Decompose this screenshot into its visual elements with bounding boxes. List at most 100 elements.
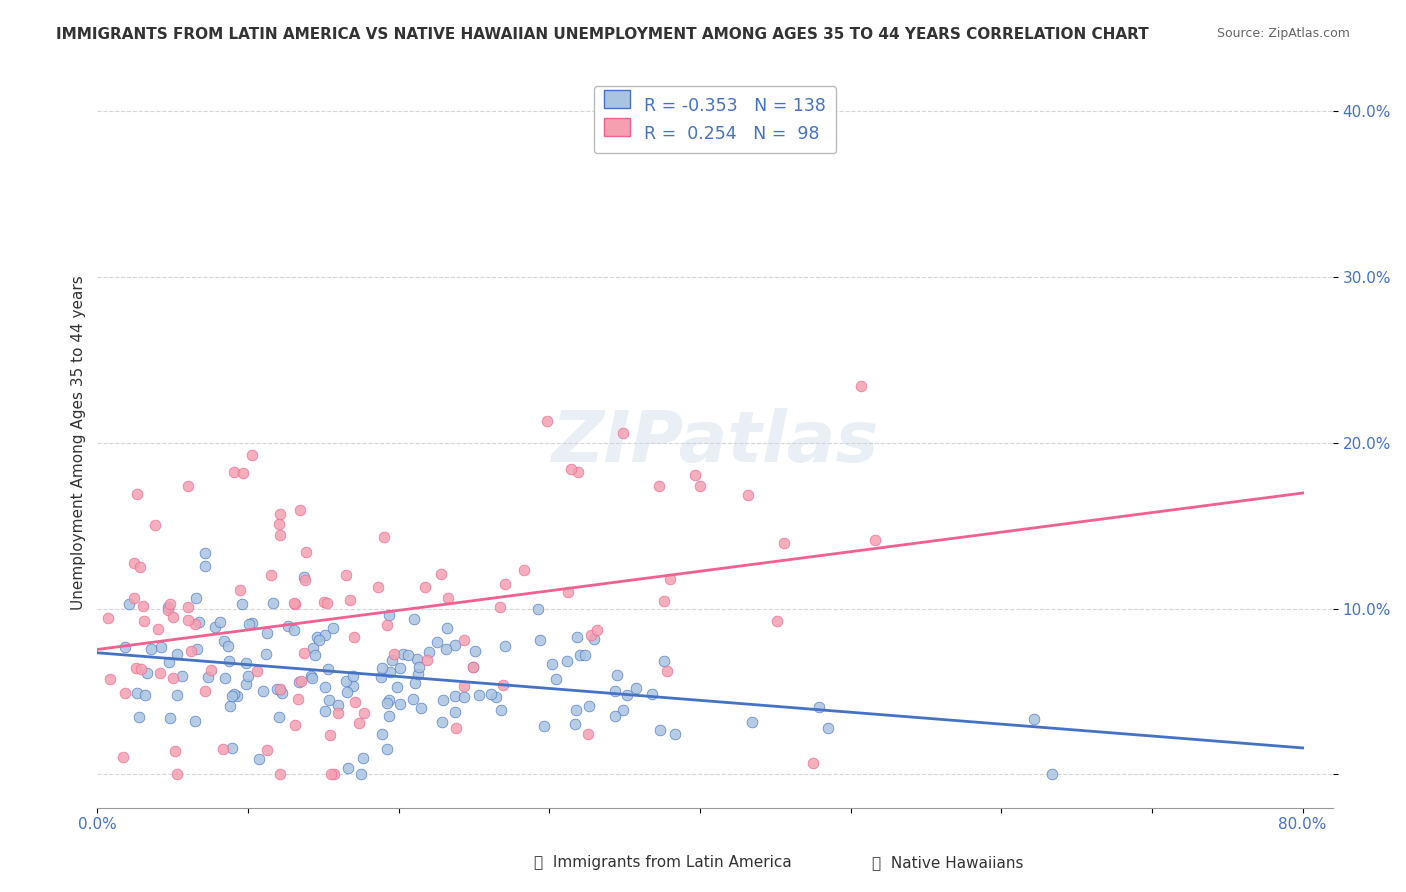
Immigrants from Latin America — [443, 705, 465, 719]
Immigrants from Latin America — [318, 662, 340, 676]
Native Hawaiians — [801, 756, 824, 770]
Immigrants from Latin America — [381, 653, 404, 667]
Native Hawaiians — [267, 516, 290, 531]
Immigrants from Latin America — [436, 621, 458, 635]
Immigrants from Latin America — [186, 641, 208, 656]
Immigrants from Latin America — [527, 602, 550, 616]
Native Hawaiians — [284, 717, 307, 731]
Legend: R = -0.353   N = 138, R =  0.254   N =  98: R = -0.353 N = 138, R = 0.254 N = 98 — [593, 87, 837, 153]
Immigrants from Latin America — [266, 681, 288, 696]
Immigrants from Latin America — [378, 692, 401, 706]
Native Hawaiians — [114, 686, 136, 700]
Immigrants from Latin America — [269, 682, 291, 697]
Immigrants from Latin America — [318, 693, 340, 707]
Text: ⬜  Native Hawaiians: ⬜ Native Hawaiians — [872, 855, 1024, 870]
Immigrants from Latin America — [402, 692, 425, 706]
Immigrants from Latin America — [204, 619, 226, 633]
Immigrants from Latin America — [314, 628, 336, 642]
Immigrants from Latin America — [118, 597, 141, 611]
Native Hawaiians — [659, 572, 682, 586]
Immigrants from Latin America — [808, 699, 831, 714]
Native Hawaiians — [335, 567, 357, 582]
Native Hawaiians — [256, 743, 278, 757]
Native Hawaiians — [294, 545, 316, 559]
Native Hawaiians — [269, 767, 291, 781]
Immigrants from Latin America — [262, 596, 284, 610]
Immigrants from Latin America — [583, 632, 606, 647]
Immigrants from Latin America — [308, 632, 330, 647]
Immigrants from Latin America — [371, 661, 394, 675]
Immigrants from Latin America — [170, 669, 193, 683]
Native Hawaiians — [162, 609, 184, 624]
Native Hawaiians — [240, 448, 263, 462]
Immigrants from Latin America — [392, 647, 415, 661]
Native Hawaiians — [343, 695, 366, 709]
Immigrants from Latin America — [603, 684, 626, 698]
Native Hawaiians — [453, 679, 475, 693]
Native Hawaiians — [382, 647, 405, 661]
Immigrants from Latin America — [159, 711, 181, 725]
Immigrants from Latin America — [221, 689, 243, 703]
Native Hawaiians — [689, 479, 711, 493]
Native Hawaiians — [377, 618, 399, 632]
Native Hawaiians — [685, 467, 707, 482]
Immigrants from Latin America — [270, 685, 292, 699]
Native Hawaiians — [98, 672, 121, 686]
Native Hawaiians — [513, 563, 536, 577]
Native Hawaiians — [315, 595, 337, 609]
Native Hawaiians — [122, 556, 145, 570]
Immigrants from Latin America — [612, 703, 634, 717]
Immigrants from Latin America — [541, 657, 564, 671]
Immigrants from Latin America — [139, 642, 162, 657]
Native Hawaiians — [453, 633, 475, 648]
Immigrants from Latin America — [463, 660, 485, 674]
Immigrants from Latin America — [434, 642, 457, 657]
Native Hawaiians — [652, 594, 675, 608]
Immigrants from Latin America — [432, 693, 454, 707]
Immigrants from Latin America — [302, 641, 325, 656]
Immigrants from Latin America — [157, 655, 180, 669]
Immigrants from Latin America — [328, 698, 350, 713]
Native Hawaiians — [292, 646, 315, 660]
Native Hawaiians — [180, 644, 202, 658]
Immigrants from Latin America — [322, 621, 344, 635]
Immigrants from Latin America — [252, 683, 274, 698]
Native Hawaiians — [284, 597, 307, 611]
Immigrants from Latin America — [426, 635, 449, 649]
Native Hawaiians — [156, 603, 179, 617]
Immigrants from Latin America — [256, 626, 278, 640]
Immigrants from Latin America — [370, 670, 392, 684]
Immigrants from Latin America — [336, 761, 359, 775]
Immigrants from Latin America — [114, 640, 136, 654]
Text: ⬜  Immigrants from Latin America: ⬜ Immigrants from Latin America — [534, 855, 792, 870]
Native Hawaiians — [177, 479, 200, 493]
Immigrants from Latin America — [544, 672, 567, 686]
Immigrants from Latin America — [183, 714, 205, 729]
Immigrants from Latin America — [236, 669, 259, 683]
Immigrants from Latin America — [235, 656, 257, 670]
Native Hawaiians — [494, 577, 516, 591]
Immigrants from Latin America — [494, 639, 516, 653]
Immigrants from Latin America — [406, 652, 429, 666]
Immigrants from Latin America — [408, 666, 430, 681]
Immigrants from Latin America — [314, 680, 336, 694]
Native Hawaiians — [183, 617, 205, 632]
Native Hawaiians — [269, 681, 291, 696]
Immigrants from Latin America — [1040, 767, 1063, 781]
Immigrants from Latin America — [533, 719, 555, 733]
Native Hawaiians — [326, 706, 349, 721]
Native Hawaiians — [211, 742, 233, 756]
Immigrants from Latin America — [389, 698, 412, 712]
Native Hawaiians — [96, 611, 118, 625]
Native Hawaiians — [222, 465, 245, 479]
Immigrants from Latin America — [335, 673, 357, 688]
Immigrants from Latin America — [479, 687, 502, 701]
Immigrants from Latin America — [1024, 712, 1046, 726]
Immigrants from Latin America — [432, 714, 454, 729]
Native Hawaiians — [488, 599, 510, 614]
Immigrants from Latin America — [389, 661, 412, 675]
Immigrants from Latin America — [235, 677, 257, 691]
Native Hawaiians — [461, 660, 484, 674]
Immigrants from Latin America — [254, 647, 277, 661]
Immigrants from Latin America — [188, 615, 211, 629]
